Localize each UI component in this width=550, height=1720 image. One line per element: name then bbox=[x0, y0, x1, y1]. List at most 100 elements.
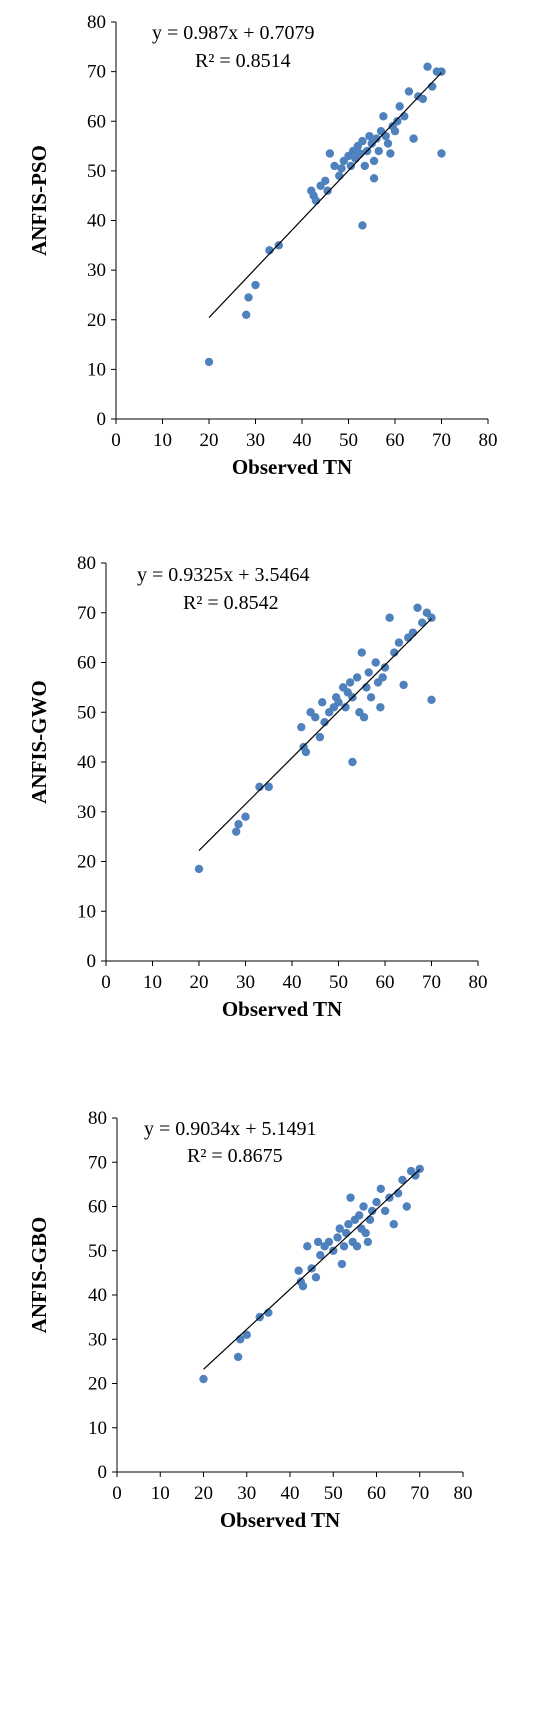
data-point bbox=[390, 126, 400, 136]
data-point bbox=[232, 827, 241, 836]
data-point bbox=[376, 703, 385, 712]
x-tick-label: 70 bbox=[422, 972, 441, 993]
data-point bbox=[194, 864, 204, 874]
data-point bbox=[233, 1352, 243, 1362]
data-point bbox=[393, 1189, 403, 1198]
data-point bbox=[362, 683, 371, 692]
x-tick-label: 40 bbox=[283, 972, 302, 993]
data-point bbox=[274, 241, 283, 250]
x-tick-label: 50 bbox=[339, 430, 358, 451]
y-tick-label: 60 bbox=[88, 1197, 107, 1218]
data-point bbox=[389, 1220, 398, 1229]
x-tick-label: 0 bbox=[111, 430, 121, 451]
data-point bbox=[374, 146, 383, 156]
y-tick-label: 40 bbox=[88, 1285, 107, 1306]
data-point bbox=[320, 718, 329, 727]
data-point bbox=[413, 603, 422, 612]
y-tick-label: 60 bbox=[77, 653, 96, 674]
data-point bbox=[298, 1281, 308, 1291]
data-point bbox=[303, 1242, 312, 1251]
data-point bbox=[341, 703, 350, 712]
data-point bbox=[393, 117, 402, 126]
data-point bbox=[204, 357, 214, 367]
data-point bbox=[316, 1250, 325, 1260]
data-point bbox=[330, 161, 339, 171]
x-tick-label: 50 bbox=[324, 1483, 343, 1504]
data-point bbox=[345, 678, 355, 687]
data-point bbox=[359, 713, 369, 722]
data-point bbox=[366, 693, 376, 702]
x-tick-label: 70 bbox=[432, 430, 451, 451]
y-tick-label: 60 bbox=[87, 111, 106, 132]
data-point bbox=[385, 613, 394, 622]
data-point bbox=[383, 139, 393, 148]
r-squared-label: R² = 0.8514 bbox=[195, 50, 291, 72]
data-point bbox=[334, 698, 343, 707]
data-point bbox=[199, 1374, 208, 1384]
data-point bbox=[372, 1197, 381, 1207]
data-point bbox=[394, 638, 404, 647]
data-point bbox=[404, 87, 414, 96]
data-point bbox=[329, 1246, 338, 1255]
data-point bbox=[411, 1171, 420, 1180]
y-tick-label: 20 bbox=[87, 310, 106, 331]
data-point bbox=[409, 134, 418, 143]
data-point bbox=[321, 176, 330, 185]
data-point bbox=[423, 62, 432, 71]
x-tick-label: 30 bbox=[236, 972, 255, 993]
y-tick-label: 80 bbox=[87, 12, 106, 33]
y-axis-title: ANFIS-GBO bbox=[27, 1217, 51, 1334]
data-point bbox=[352, 673, 362, 682]
data-point bbox=[437, 149, 446, 158]
x-tick-label: 80 bbox=[479, 430, 498, 451]
y-axis-title: ANFIS-GWO bbox=[27, 680, 51, 804]
y-tick-label: 50 bbox=[88, 1241, 107, 1262]
data-point bbox=[428, 82, 437, 91]
x-tick-label: 50 bbox=[329, 972, 348, 993]
data-point bbox=[371, 658, 380, 667]
y-tick-label: 70 bbox=[77, 603, 96, 624]
data-point bbox=[324, 1237, 334, 1247]
data-point bbox=[264, 782, 273, 792]
data-point bbox=[315, 732, 325, 742]
data-point bbox=[427, 695, 436, 705]
data-point bbox=[358, 221, 367, 230]
data-point bbox=[234, 819, 243, 829]
data-point bbox=[381, 131, 390, 141]
data-point bbox=[344, 1220, 353, 1229]
data-point bbox=[241, 812, 250, 821]
data-point bbox=[390, 648, 399, 657]
data-point bbox=[251, 280, 260, 290]
data-point bbox=[399, 680, 408, 690]
data-point bbox=[437, 67, 446, 76]
x-tick-label: 10 bbox=[151, 1483, 170, 1504]
data-point bbox=[313, 1237, 323, 1247]
data-point bbox=[355, 1211, 364, 1220]
data-point bbox=[367, 1206, 377, 1216]
x-tick-label: 60 bbox=[386, 430, 405, 451]
data-point bbox=[301, 747, 311, 757]
data-point bbox=[379, 112, 388, 121]
data-point bbox=[335, 1224, 344, 1233]
data-point bbox=[363, 1237, 373, 1247]
x-tick-label: 0 bbox=[112, 1483, 122, 1504]
x-axis-title: Observed TN bbox=[220, 1508, 340, 1532]
x-tick-label: 30 bbox=[246, 430, 265, 451]
x-axis-title: Observed TN bbox=[222, 997, 342, 1021]
x-tick-label: 0 bbox=[101, 972, 111, 993]
y-tick-label: 40 bbox=[87, 211, 106, 232]
trendline-equation: y = 0.9034x + 5.1491 bbox=[144, 1118, 317, 1140]
data-point bbox=[357, 648, 366, 657]
data-point bbox=[337, 164, 346, 173]
trendline-equation: y = 0.987x + 0.7079 bbox=[152, 22, 315, 44]
data-point bbox=[402, 1202, 411, 1211]
data-point bbox=[358, 136, 367, 146]
data-point bbox=[408, 628, 418, 637]
x-tick-label: 80 bbox=[454, 1483, 473, 1504]
trendline bbox=[208, 72, 442, 318]
data-point bbox=[333, 1233, 342, 1242]
x-tick-label: 30 bbox=[237, 1483, 256, 1504]
y-tick-label: 80 bbox=[88, 1108, 107, 1129]
